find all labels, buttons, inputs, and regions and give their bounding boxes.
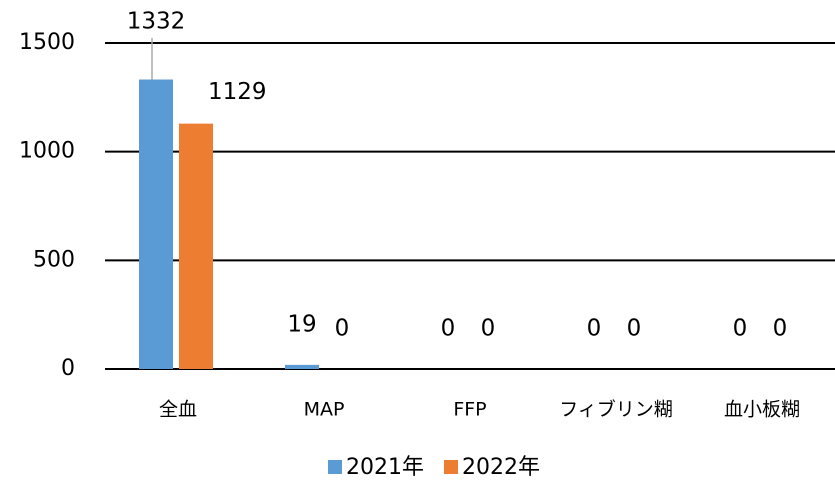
data-label: 1129: [208, 79, 267, 105]
y-tick-label: 500: [33, 247, 75, 272]
data-label: 0: [587, 316, 602, 342]
data-label: 0: [481, 316, 496, 342]
x-tick-label: 全血: [159, 399, 197, 421]
data-label: 1332: [127, 9, 186, 35]
bar: [285, 364, 319, 369]
x-tick-label: MAP: [304, 399, 345, 421]
y-tick-label: 0: [61, 356, 75, 381]
data-label: 0: [441, 316, 456, 342]
legend-swatch: [444, 460, 458, 474]
y-tick-label: 1000: [19, 139, 75, 164]
legend-label: 2021年: [346, 455, 424, 480]
legend-label: 2022年: [462, 455, 540, 480]
y-tick-label: 1500: [19, 30, 75, 55]
x-tick-label: 血小板糊: [724, 399, 800, 421]
legend-swatch: [328, 460, 342, 474]
data-label: 0: [627, 316, 642, 342]
bar: [139, 79, 173, 370]
bar: [179, 123, 213, 369]
data-label: 0: [773, 316, 788, 342]
x-tick-label: フィブリン糊: [559, 398, 673, 421]
data-label: 0: [335, 316, 350, 342]
data-label: 19: [287, 311, 316, 337]
data-label: 0: [733, 316, 748, 342]
x-tick-label: FFP: [453, 399, 486, 421]
